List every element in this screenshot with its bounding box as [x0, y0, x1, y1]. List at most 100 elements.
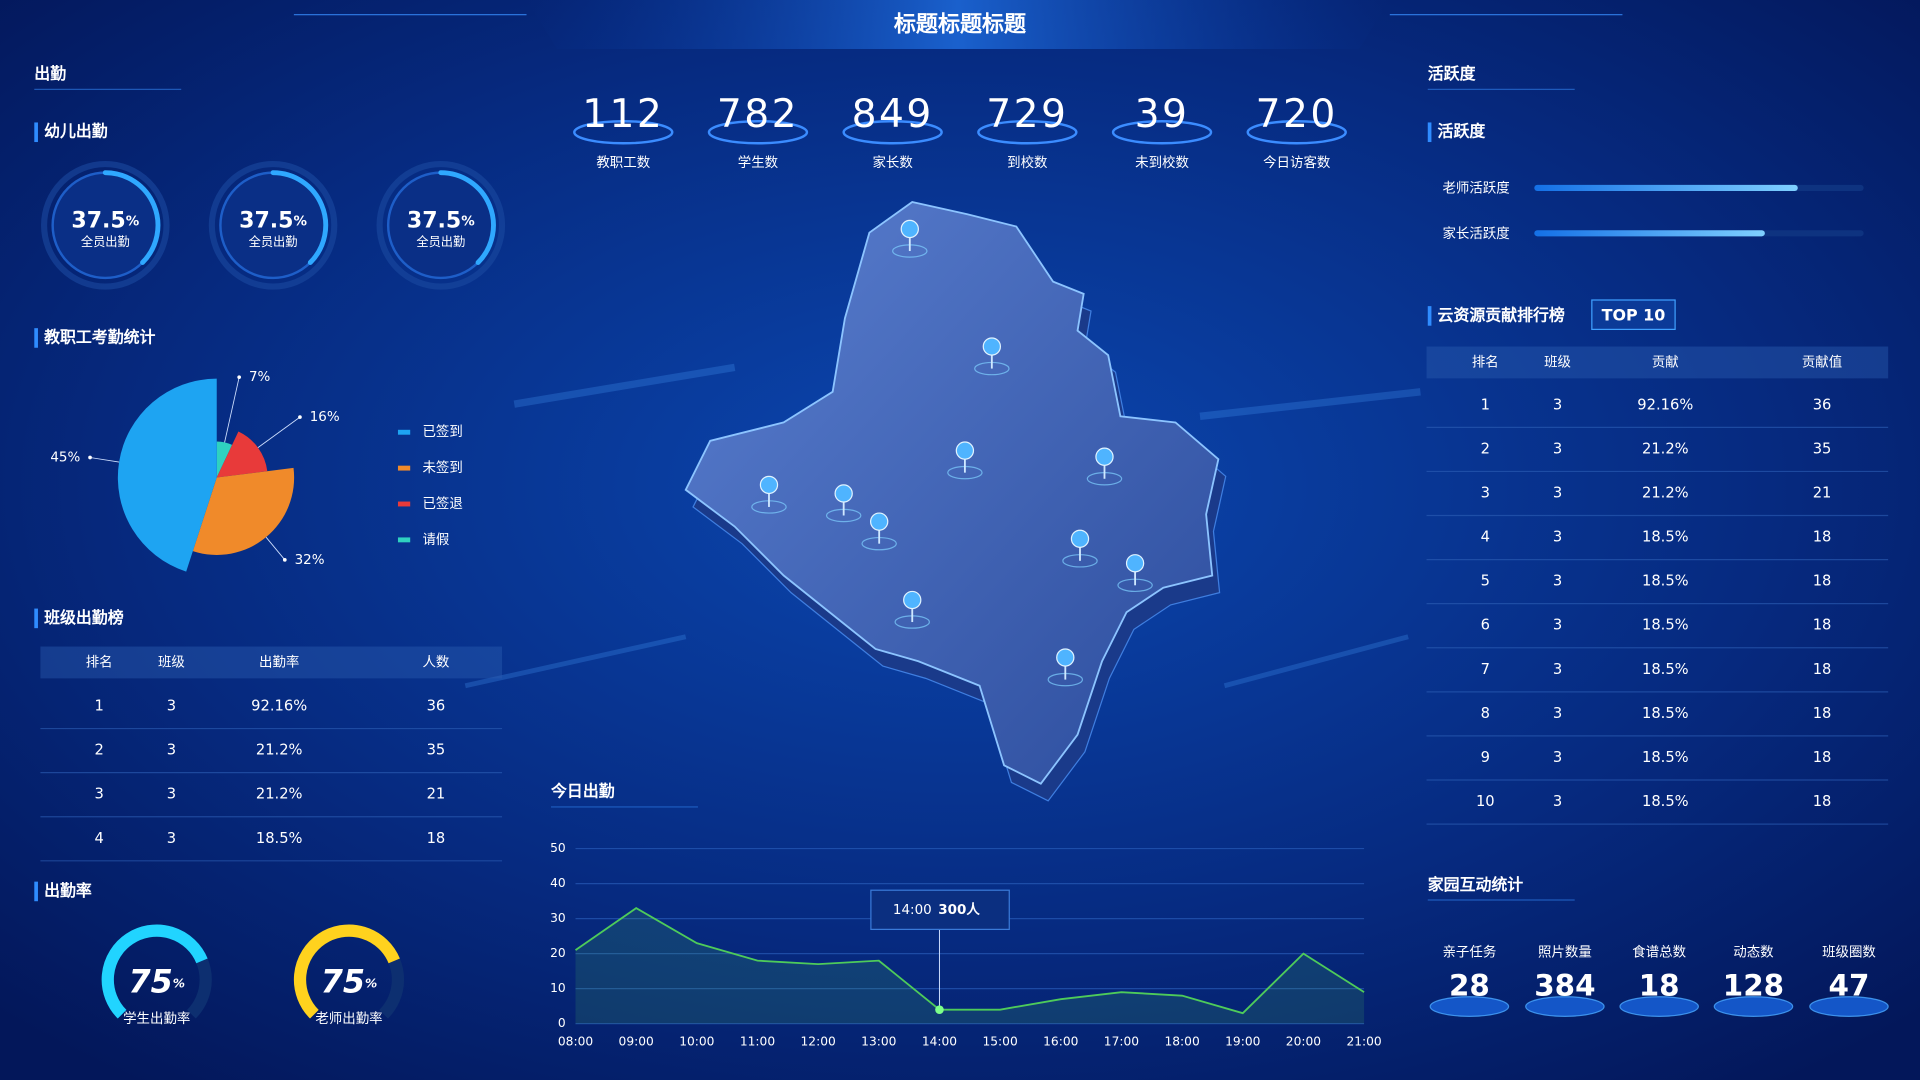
- tooltip-box: [870, 889, 1010, 930]
- stat-disk: [1619, 996, 1699, 1017]
- gauge-value: 75%: [321, 962, 378, 1000]
- interaction-label: 照片数量: [1538, 945, 1592, 961]
- table-cell: 10: [1476, 793, 1495, 810]
- table-cell: 18.5%: [1642, 661, 1689, 678]
- gauge-number: 75: [128, 962, 172, 1000]
- stat-disk: [1429, 996, 1510, 1017]
- activity-label: 家长活跃度: [1442, 225, 1509, 242]
- stat-base: [1111, 120, 1213, 145]
- table-header-bg: [1426, 346, 1889, 379]
- decor-streaks: [464, 363, 1421, 689]
- legend-label: 已签到: [422, 423, 462, 440]
- stat-disk: [1809, 996, 1889, 1017]
- stat-value: 39: [1135, 92, 1190, 137]
- table-cell: 18: [1813, 529, 1832, 546]
- table-cell: 3: [1553, 573, 1562, 590]
- table-cell: 36: [427, 698, 446, 715]
- gauge-label: 学生出勤率: [123, 1010, 190, 1027]
- table-cell: 3: [1553, 705, 1562, 722]
- table-cell: 18: [1813, 661, 1832, 678]
- stat-value: 849: [852, 92, 934, 137]
- pin-head: [1095, 447, 1114, 466]
- x-tick-label: 20:00: [1286, 1035, 1321, 1049]
- table-cell: 2: [95, 742, 104, 759]
- header-bar: [526, 0, 1390, 49]
- table-cell: 18: [1813, 749, 1832, 766]
- table-cell: 3: [1553, 661, 1562, 678]
- table-cell: 36: [1813, 396, 1832, 413]
- activity-bar: [1534, 184, 1798, 192]
- table-cell: 3: [1553, 617, 1562, 634]
- table-cell: 3: [1553, 484, 1562, 501]
- x-tick-label: 15:00: [982, 1035, 1017, 1049]
- x-tick-label: 16:00: [1043, 1035, 1078, 1049]
- table-cell: 92.16%: [1637, 396, 1693, 413]
- table-cell: 3: [95, 786, 104, 803]
- stat-base: [977, 120, 1078, 145]
- x-tick-label: 19:00: [1225, 1035, 1260, 1049]
- table-cell: 8: [1481, 705, 1490, 722]
- y-tick-label: 50: [550, 841, 566, 855]
- table-cell: 35: [1813, 440, 1832, 457]
- table-cell: 18: [427, 830, 446, 847]
- x-tick-label: 18:00: [1164, 1035, 1199, 1049]
- table-header: 贡献: [1652, 354, 1679, 370]
- table-header: 人数: [422, 654, 449, 670]
- stat-value: 782: [717, 92, 799, 137]
- stat-label: 今日访客数: [1263, 154, 1331, 171]
- stat-label: 到校数: [1007, 154, 1048, 171]
- table-cell: 18: [1813, 793, 1832, 810]
- table-cell: 18.5%: [1642, 749, 1689, 766]
- table-cell: 3: [1553, 440, 1562, 457]
- table-cell: 35: [427, 742, 446, 759]
- table-header: 出勤率: [259, 653, 299, 670]
- pin-head: [1125, 554, 1145, 573]
- stat-base: [1246, 120, 1347, 145]
- pin-head: [900, 219, 919, 239]
- legend-label: 已签退: [422, 495, 462, 512]
- pie-leader-dot: [282, 557, 287, 562]
- y-tick-label: 20: [550, 946, 566, 960]
- stat-label: 教职工数: [596, 155, 650, 171]
- interaction-value: 28: [1449, 968, 1490, 1002]
- table-cell: 2: [1481, 440, 1490, 457]
- table-cell: 3: [1553, 793, 1562, 810]
- highlight-point: [935, 1005, 944, 1014]
- legend-swatch: [397, 465, 411, 471]
- pie-leader: [265, 536, 286, 561]
- pin-head: [982, 337, 1002, 356]
- pie-leader: [89, 457, 120, 463]
- pin-head: [759, 475, 779, 495]
- table-cell: 18: [1813, 705, 1832, 722]
- title-bar: [1427, 122, 1432, 143]
- pin-head: [955, 441, 975, 460]
- ring-unit: %: [126, 215, 140, 230]
- section-title: 家园互动统计: [1428, 875, 1524, 894]
- ring-track: [208, 161, 338, 290]
- x-tick-label: 14:00: [922, 1035, 957, 1049]
- gauge-number: 75: [321, 962, 365, 1000]
- title-bar: [34, 328, 38, 348]
- x-tick-label: 21:00: [1346, 1035, 1381, 1049]
- ring-arc: [102, 170, 161, 265]
- table-cell: 18.5%: [1642, 705, 1689, 722]
- legend-label: 请假: [422, 532, 449, 548]
- x-tick-label: 08:00: [558, 1035, 593, 1049]
- table-cell: 3: [1553, 529, 1562, 546]
- ring-number: 37.5: [239, 209, 293, 234]
- table-cell: 7: [1481, 661, 1490, 678]
- interaction-value: 384: [1534, 968, 1595, 1002]
- table-header: 排名: [1472, 354, 1499, 370]
- stat-disk: [1713, 996, 1794, 1017]
- interaction-value: 128: [1723, 968, 1784, 1002]
- table-cell: 4: [1481, 529, 1490, 546]
- table-cell: 3: [1553, 396, 1562, 413]
- title-bar: [1427, 306, 1432, 326]
- ring-arc: [270, 170, 329, 265]
- ring-label: 全员出勤: [81, 234, 130, 249]
- table-cell: 4: [95, 830, 104, 847]
- section-title: 教职工考勤统计: [44, 327, 155, 346]
- stat-disk: [1525, 996, 1605, 1017]
- table-cell: 21: [1813, 484, 1832, 501]
